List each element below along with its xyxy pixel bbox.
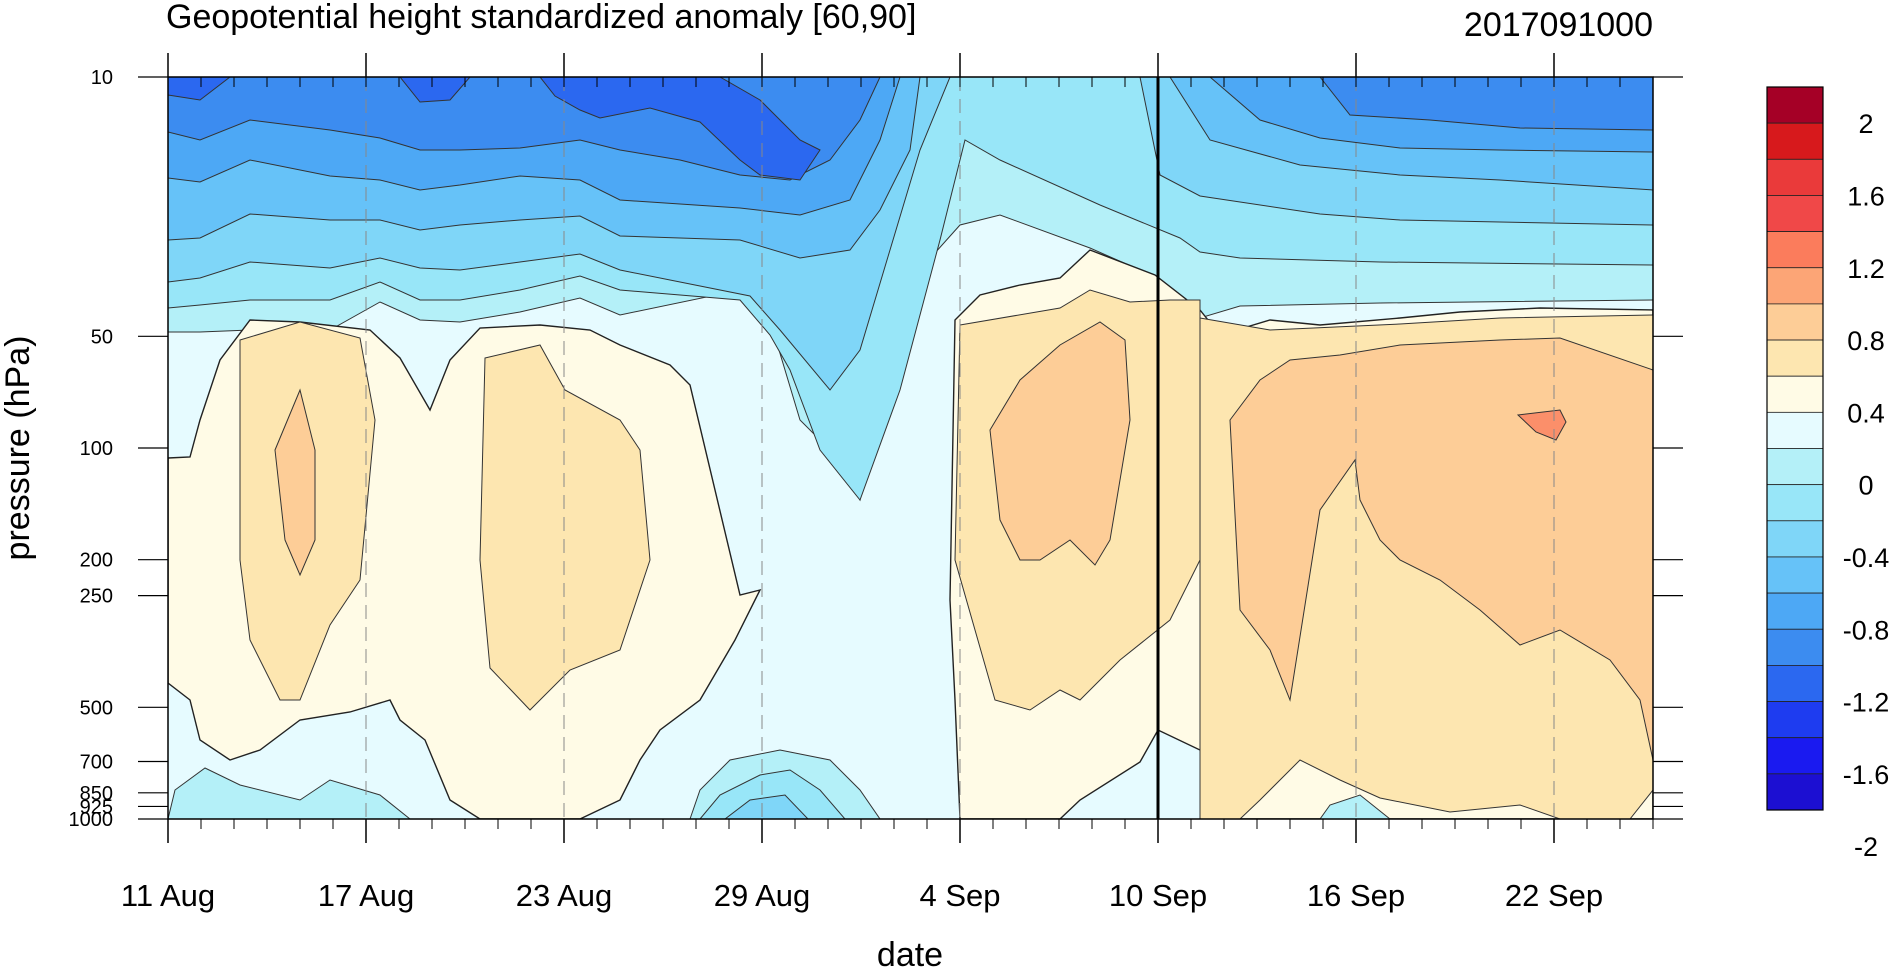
colorbar-swatch (1766, 592, 1824, 630)
y-tick-label: 1000 (69, 809, 114, 831)
y-tick-label: 50 (91, 326, 113, 348)
y-axis-label: pressure (hPa) (0, 336, 37, 561)
colorbar-swatch (1766, 737, 1824, 775)
colorbar-swatch (1766, 267, 1824, 305)
x-tick-label: 23 Aug (516, 878, 613, 913)
chart-title: Geopotential height standardized anomaly… (166, 0, 916, 36)
contour-neg-1.4 (168, 77, 1653, 181)
contour-neg-1.6 (168, 77, 821, 181)
colorbar-label: 1.2 (1847, 254, 1885, 284)
x-tick-label: 17 Aug (318, 878, 415, 913)
colorbar-swatch (1766, 556, 1824, 594)
colorbar-label: 0 (1858, 471, 1873, 501)
y-tick-label: 100 (80, 438, 113, 460)
y-tick-label: 200 (80, 550, 113, 572)
colorbar-swatch (1766, 86, 1824, 124)
colorbar-label: 1.6 (1847, 181, 1885, 211)
colorbar-label: -2 (1854, 832, 1878, 862)
colorbar-label: -1.2 (1843, 688, 1889, 718)
y-tick-label: 925 (80, 796, 113, 818)
colorbar-swatch (1766, 520, 1824, 558)
colorbar-frame (1766, 86, 1824, 811)
colorbar-swatch (1766, 773, 1824, 811)
colorbar-swatch (1766, 339, 1824, 377)
colorbar-label: 0.4 (1847, 398, 1885, 428)
colorbar-label: 2 (1858, 109, 1873, 139)
colorbar-swatch (1766, 231, 1824, 269)
x-tick-label: 29 Aug (714, 878, 811, 913)
colorbar-swatch (1766, 303, 1824, 341)
date-gridlines (365, 77, 1555, 819)
x-axis-label: date (877, 936, 943, 969)
colorbar-swatch (1766, 375, 1824, 413)
colorbar-swatch (1766, 628, 1824, 666)
colorbar-swatch (1766, 411, 1824, 449)
y-tick-label: 250 (80, 586, 113, 608)
x-tick-label: 11 Aug (121, 878, 215, 913)
colorbar-swatch (1766, 448, 1824, 486)
colorbar-label: -1.6 (1843, 760, 1889, 790)
contour-plot (168, 77, 1653, 819)
colorbar: 2 1.6 1.2 0.8 0.4 0 -0.4 -0.8 -1.2 -1.6 -2 (1766, 86, 1889, 862)
y-tick-label: 700 (80, 752, 113, 774)
colorbar-label: 0.8 (1847, 326, 1885, 356)
colorbar-swatch (1766, 122, 1824, 160)
colorbar-label: -0.8 (1843, 615, 1889, 645)
colorbar-swatch (1766, 195, 1824, 232)
y-tick-label: 500 (80, 697, 113, 719)
contour-neg-surface-2 (699, 769, 846, 819)
contour-neg-surface-3 (724, 794, 809, 819)
x-tick-label: 22 Sep (1505, 878, 1603, 913)
x-tick-label: 16 Sep (1307, 878, 1405, 913)
colorbar-swatch (1766, 484, 1824, 522)
init-time-label: 2017091000 (1464, 6, 1653, 44)
x-tick-label: 10 Sep (1109, 878, 1207, 913)
colorbar-swatch (1766, 665, 1824, 702)
x-axis: 11 Aug 17 Aug 23 Aug 29 Aug 4 Sep 10 Sep 16 Se… (121, 53, 1654, 913)
colorbar-label: -0.4 (1843, 543, 1889, 573)
colorbar-swatch (1766, 701, 1824, 739)
y-tick-label: 10 (91, 67, 113, 89)
x-tick-label: 4 Sep (919, 878, 1000, 913)
colorbar-swatch (1766, 158, 1824, 196)
y-tick-label: 850 (80, 783, 113, 805)
contour-pos-0.8 (274, 321, 1653, 761)
